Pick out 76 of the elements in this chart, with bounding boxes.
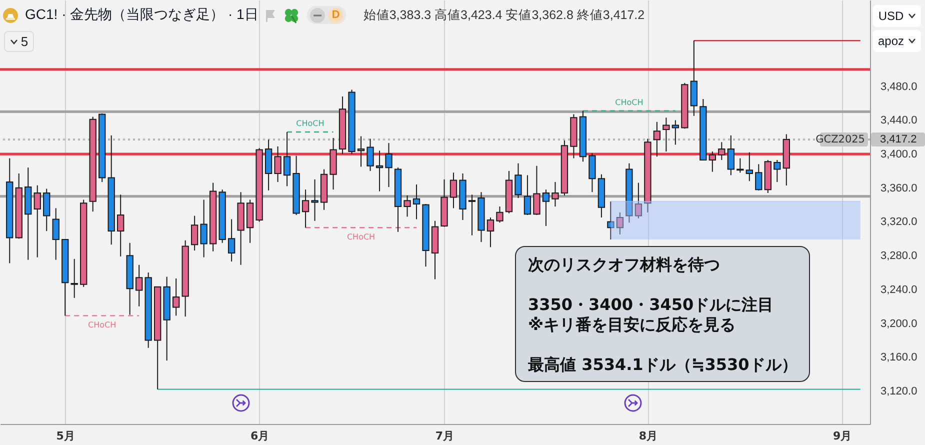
- x-tick-label: 5月: [56, 430, 75, 442]
- ref-line-label: GCZ2025: [816, 133, 865, 146]
- candlestick: [662, 117, 670, 152]
- annotation: 次のリスクオフ材料を待つ: [528, 255, 721, 275]
- candlestick: [366, 138, 374, 172]
- candlestick: [524, 174, 532, 216]
- candlestick: [136, 264, 143, 307]
- candlestick: [496, 206, 504, 224]
- x-tick-label: 8月: [638, 430, 658, 442]
- series-label: CHoCH: [88, 320, 116, 330]
- y-tick-label: 3,280.0: [880, 250, 918, 262]
- y-axis-title: USD: [878, 9, 904, 23]
- candlestick: [385, 142, 392, 188]
- y-tick-label: 3,240.0: [880, 284, 918, 296]
- candlestick: [708, 150, 716, 172]
- y-tick-label: 3,440.0: [880, 114, 918, 127]
- candlestick: [228, 218, 236, 262]
- candlestick: [404, 194, 411, 218]
- candlestick: [718, 142, 726, 160]
- text: 始値3,383.3 高値3,423.4 安値3,362.8 終値3,417.2: [363, 6, 645, 24]
- series-label: CHoCH: [296, 119, 324, 128]
- candlestick: [468, 194, 476, 236]
- candlestick: [357, 136, 365, 168]
- candlestick: [274, 146, 282, 182]
- candlestick: [746, 152, 753, 182]
- candlestick: [70, 258, 78, 298]
- candlestick: [774, 159, 781, 182]
- y-tick-label: 3,120.0: [880, 385, 918, 398]
- x-tick-label: 9月: [833, 430, 852, 442]
- candlestick: [755, 164, 762, 191]
- x-tick-label: 6月: [250, 430, 270, 442]
- candlestick: [533, 165, 540, 216]
- y-tick-label: 3,480.0: [880, 80, 918, 93]
- candlestick: [542, 189, 550, 226]
- candlestick: [172, 278, 180, 316]
- candlestick: [52, 208, 60, 260]
- annotation: 5: [20, 34, 28, 49]
- candlestick: [607, 200, 614, 240]
- annotation: D: [328, 8, 344, 22]
- annotation: 3350・3400・3450ドルに注目: [528, 295, 775, 315]
- y-tick-label: 3,320.0: [880, 216, 918, 228]
- candlestick: [616, 212, 624, 235]
- y-tick-label: 3,400.0: [880, 148, 918, 161]
- candlestick: [117, 194, 124, 257]
- candlestick: [653, 121, 661, 158]
- candlestick: [34, 184, 41, 258]
- candlestick: [727, 134, 734, 176]
- series-label: CHoCH: [615, 98, 644, 107]
- y-tick-label: 3,160.0: [880, 352, 918, 364]
- candlestick: [200, 199, 208, 258]
- series-label: CHoCH: [346, 232, 376, 242]
- candlestick: [283, 132, 291, 187]
- candlestick: [486, 217, 494, 248]
- y-tick-label: 3,200.0: [880, 318, 918, 330]
- candlestick: [376, 150, 384, 192]
- dropdown-button: USD: [873, 5, 921, 27]
- status-pill: D: [307, 6, 346, 24]
- annotation: ※キリ番を目安に反応を見る: [528, 315, 737, 335]
- candlestick: [514, 162, 522, 199]
- candlestick: [311, 178, 318, 222]
- text: 3,417.2: [880, 133, 917, 146]
- candlestick: [190, 215, 198, 252]
- dropdown-button: apoz: [873, 30, 921, 52]
- annotation: 最高値 3534.1ドル（≒3530ドル）: [528, 355, 798, 375]
- candlestick: [588, 152, 596, 193]
- candlestick: [412, 184, 420, 220]
- candlestick: [450, 172, 458, 209]
- y-tick-label: 3,360.0: [880, 182, 918, 194]
- toggle-button: 5: [4, 31, 34, 52]
- candlestick: [634, 182, 642, 219]
- candlestick: [302, 189, 310, 228]
- chart-title: GC1! · 金先物（当限つなぎ足） · 1日: [25, 6, 258, 24]
- candlestick: [43, 188, 50, 232]
- x-tick-label: 7月: [435, 430, 454, 442]
- candlestick: [672, 120, 680, 146]
- candlestick: [552, 181, 559, 207]
